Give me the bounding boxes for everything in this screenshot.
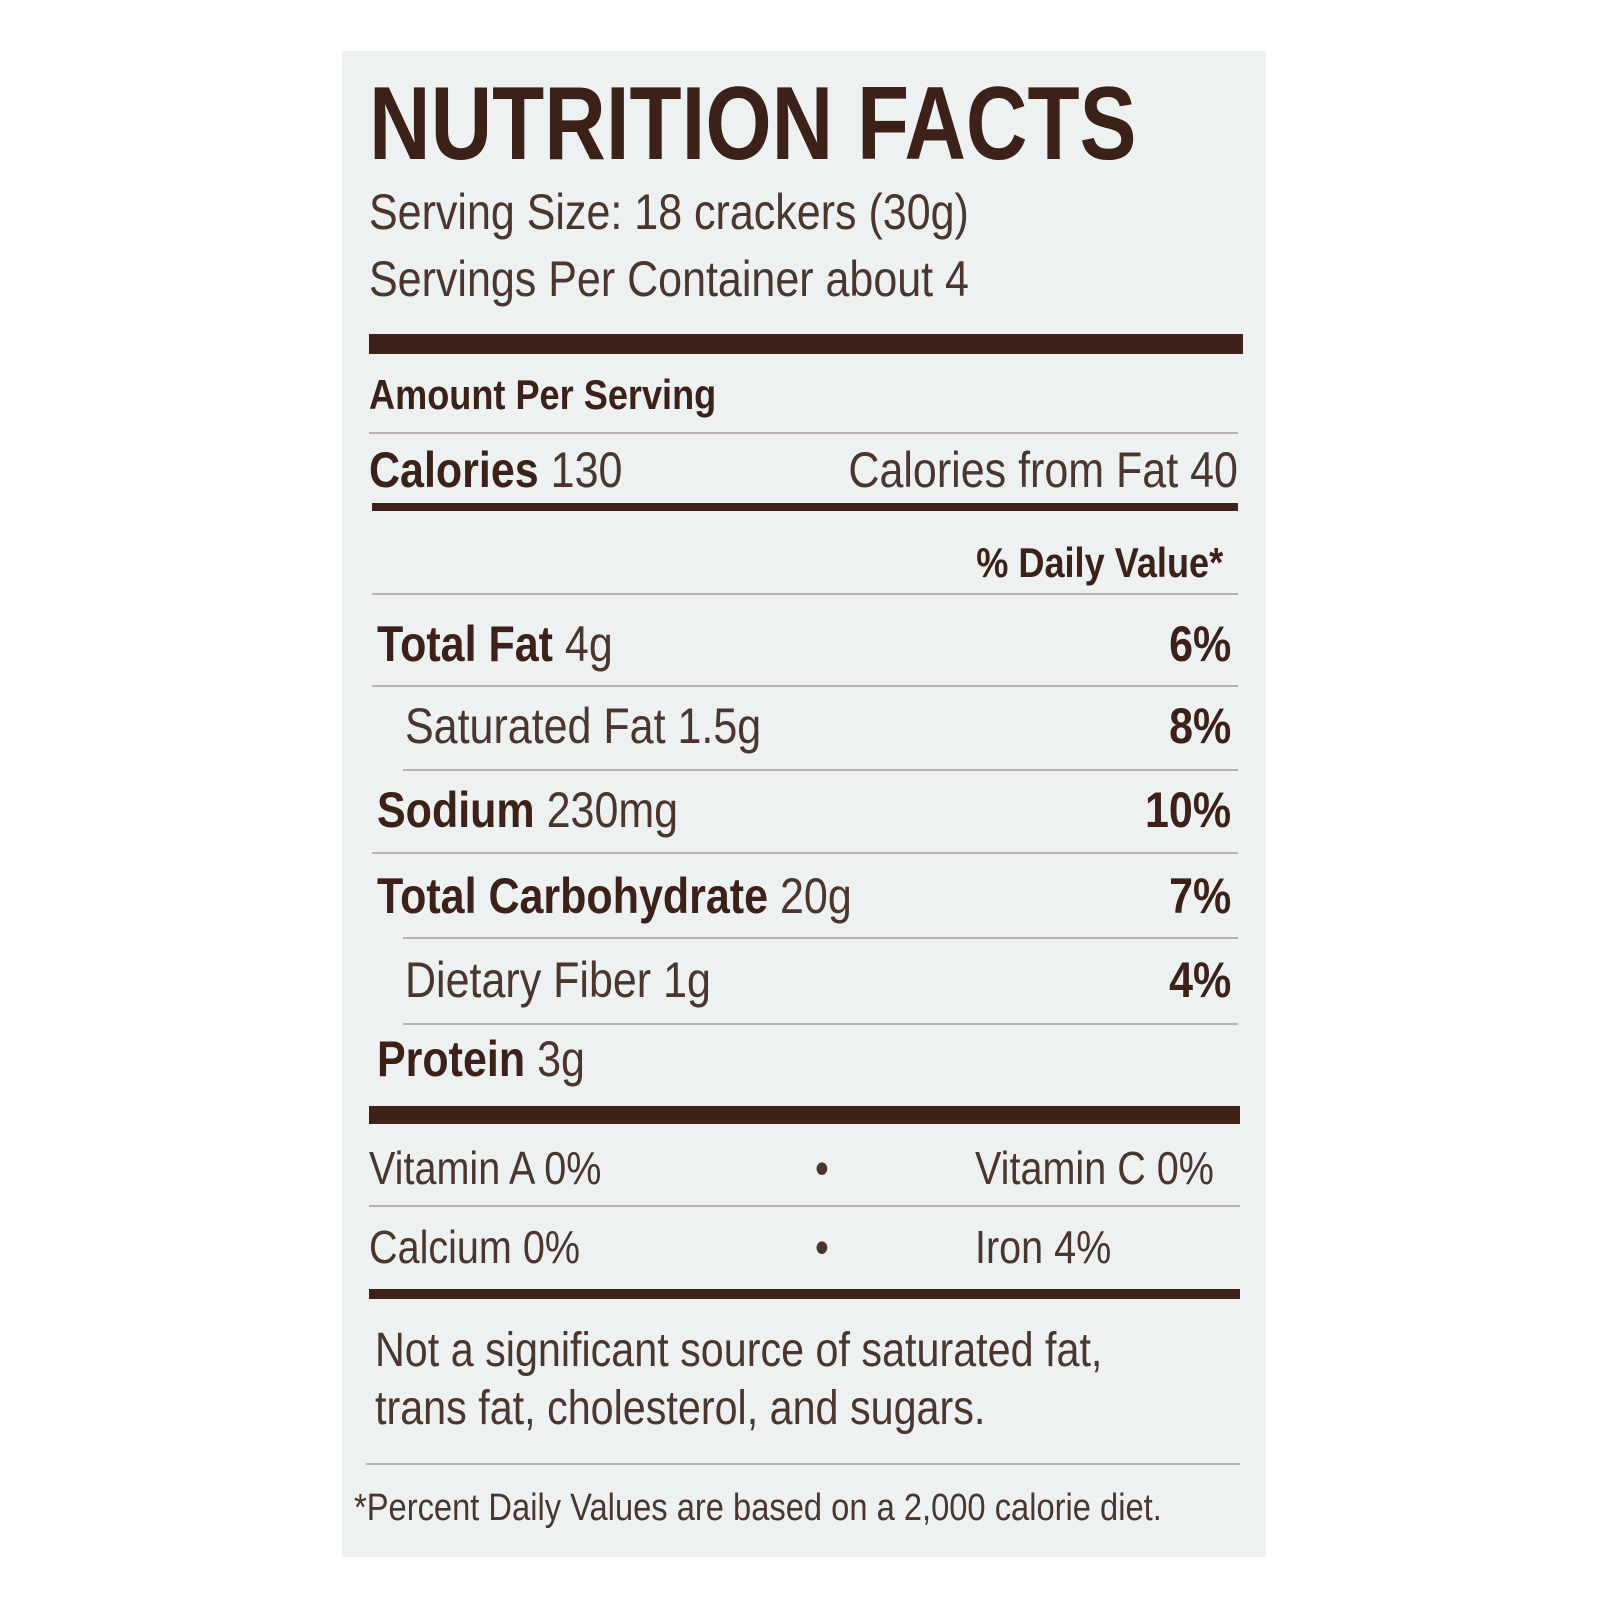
nutrient-amount: 1g [663,952,711,1008]
nutrient: Sodium 230mg [377,785,678,835]
nutrient: Protein 3g [377,1034,585,1084]
thick-rule [369,1106,1240,1124]
nutrient-name: Dietary Fiber [405,952,652,1008]
daily-value: 10% [1144,782,1231,838]
note-line: trans fat, cholesterol, and sugars. [375,1382,986,1435]
rule [372,685,1238,687]
serving-size: Serving Size: 18 crackers (30g) [369,184,969,240]
title: NUTRITION FACTS [369,66,1137,182]
nutrient-amount: 230mg [546,782,679,838]
nutrient-name: Sodium [377,782,535,838]
label-panel [342,51,1266,1557]
rule [369,432,1238,434]
medium-rule [372,503,1238,511]
nutrient-name: Total Carbohydrate [377,868,769,924]
nutrient-name: Saturated Fat [405,698,666,754]
nutrient: Total Carbohydrate 20g [377,871,852,921]
rule [372,852,1238,854]
calories-from-fat: Calories from Fat 40 [848,442,1238,498]
separator: • [815,1142,829,1194]
nutrient-name: Total Fat [377,616,553,672]
thick-rule [369,1289,1240,1299]
separator: • [815,1221,829,1273]
daily-value-header: % Daily Value* [976,539,1223,586]
vitamin: Calcium 0% [369,1221,581,1273]
amount-per-serving: Amount Per Serving [369,371,717,418]
nutrient: Total Fat 4g [377,619,613,669]
note-line: Not a significant source of saturated fa… [375,1324,1103,1377]
nutrient-name: Protein [377,1031,526,1087]
rule [366,1463,1240,1465]
nutrient: Dietary Fiber 1g [405,955,711,1005]
calories-row: Calories 130 [369,445,622,495]
footnote: *Percent Daily Values are based on a 2,0… [354,1487,1162,1529]
rule [403,937,1238,939]
vitamin: Iron 4% [975,1221,1112,1273]
rule [369,1205,1240,1207]
rule [403,769,1238,771]
rule [372,593,1238,595]
calories-value: 130 [550,442,623,498]
nutrient-amount: 20g [779,868,852,924]
rule [403,1023,1238,1025]
servings-per-container: Servings Per Container about 4 [369,251,969,307]
nutrient-amount: 4g [564,616,613,672]
thick-rule [369,334,1243,354]
nutrient: Saturated Fat 1.5g [405,701,761,751]
calories-label: Calories [369,442,539,498]
daily-value: 6% [1168,616,1231,672]
daily-value: 7% [1168,868,1231,924]
nutrient-amount: 1.5g [677,698,762,754]
nutrient-amount: 3g [537,1031,585,1087]
daily-value: 8% [1168,698,1231,754]
daily-value: 4% [1168,952,1231,1008]
vitamin: Vitamin A 0% [369,1142,602,1194]
vitamin: Vitamin C 0% [975,1142,1214,1194]
